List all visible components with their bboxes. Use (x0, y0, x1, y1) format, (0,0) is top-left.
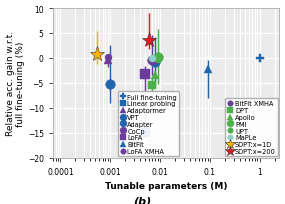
Y-axis label: Relative acc. gain w.r.t.
full fine-tuning (%): Relative acc. gain w.r.t. full fine-tuni… (5, 31, 25, 136)
Legend: BitFit XMHA, DPT, Apollo, PMI, UPT, MaPLe, SDPT:x=1D, SDPT:x=200: BitFit XMHA, DPT, Apollo, PMI, UPT, MaPL… (225, 99, 278, 156)
Text: (b): (b) (133, 196, 152, 204)
X-axis label: Tunable parameters (M): Tunable parameters (M) (105, 181, 227, 190)
